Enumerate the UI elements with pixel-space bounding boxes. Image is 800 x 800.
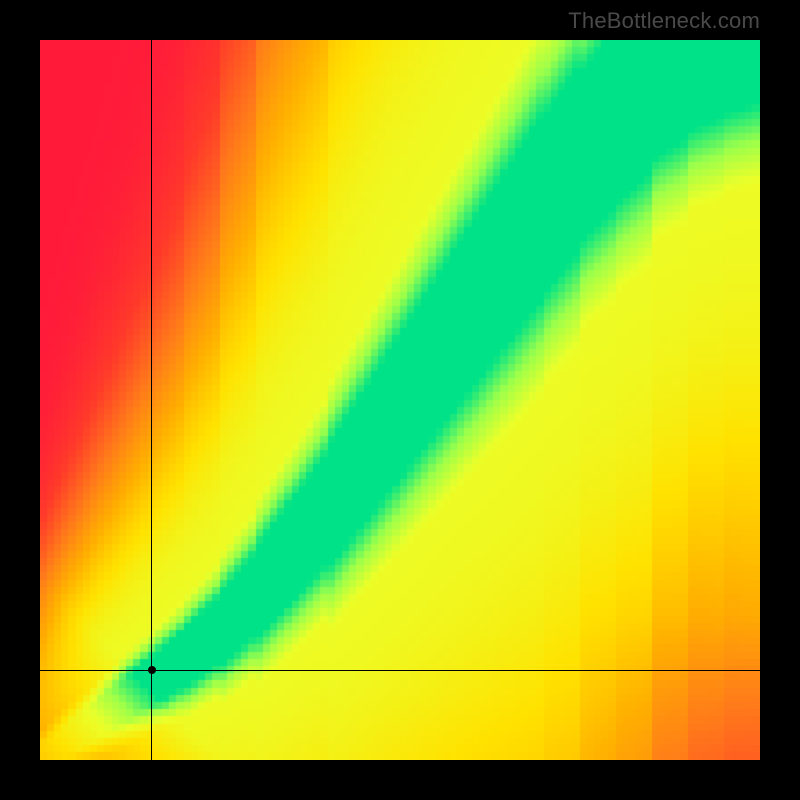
chart-frame: TheBottleneck.com xyxy=(0,0,800,800)
watermark-text: TheBottleneck.com xyxy=(568,8,760,34)
bottleneck-heatmap xyxy=(40,40,760,760)
